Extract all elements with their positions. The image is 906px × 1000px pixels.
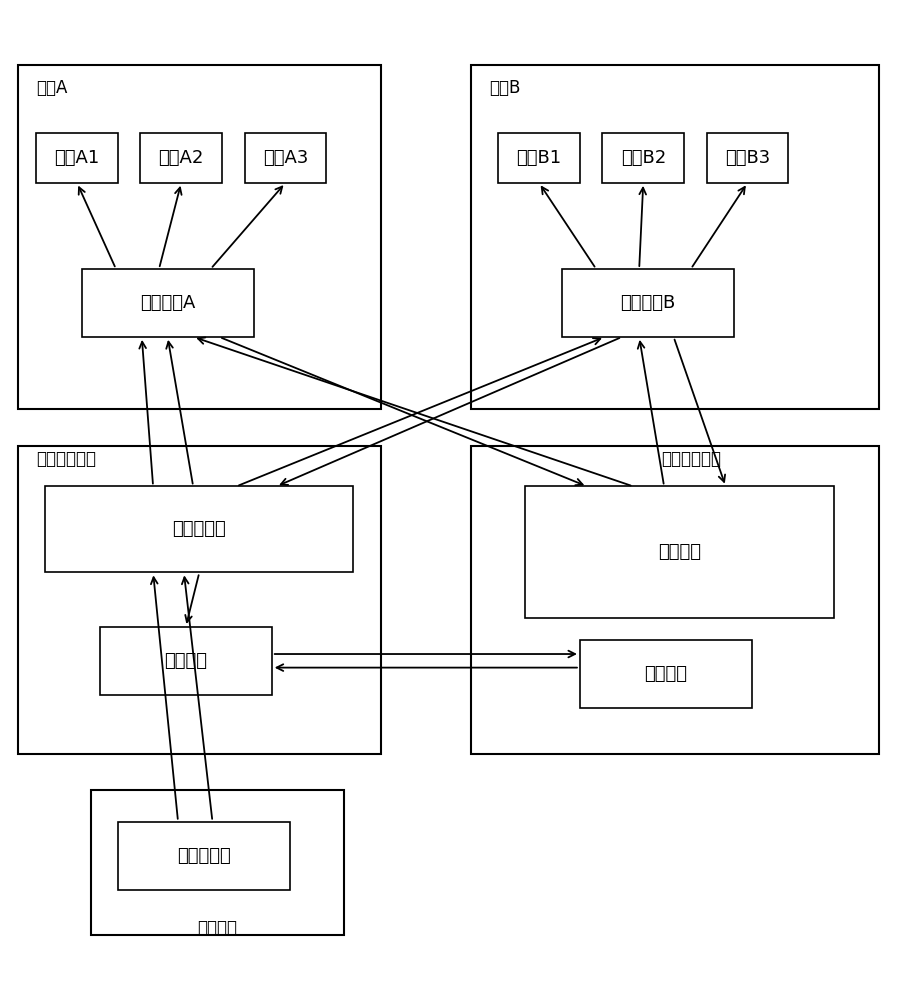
Text: 服务发现容器: 服务发现容器 bbox=[661, 450, 721, 468]
FancyBboxPatch shape bbox=[100, 627, 272, 695]
FancyBboxPatch shape bbox=[602, 133, 684, 183]
FancyBboxPatch shape bbox=[140, 133, 222, 183]
FancyBboxPatch shape bbox=[498, 133, 580, 183]
Text: 进程A3: 进程A3 bbox=[263, 149, 308, 167]
Text: 监控服务容器: 监控服务容器 bbox=[36, 450, 96, 468]
Text: 缓存系统: 缓存系统 bbox=[164, 652, 207, 670]
Text: 管理环境: 管理环境 bbox=[198, 919, 237, 937]
Text: 容器B: 容器B bbox=[489, 79, 521, 97]
Text: 进程A1: 进程A1 bbox=[54, 149, 100, 167]
Text: 进程B2: 进程B2 bbox=[621, 149, 666, 167]
Text: 管理服务器: 管理服务器 bbox=[177, 847, 231, 865]
Text: 监控代理B: 监控代理B bbox=[621, 294, 675, 312]
Text: 监控代理A: 监控代理A bbox=[140, 294, 196, 312]
Text: 进程B1: 进程B1 bbox=[516, 149, 562, 167]
FancyBboxPatch shape bbox=[82, 269, 254, 337]
FancyBboxPatch shape bbox=[245, 133, 326, 183]
FancyBboxPatch shape bbox=[562, 269, 734, 337]
FancyBboxPatch shape bbox=[525, 486, 834, 618]
Text: 监控服务器: 监控服务器 bbox=[172, 520, 226, 538]
Text: 容器A: 容器A bbox=[36, 79, 68, 97]
FancyBboxPatch shape bbox=[45, 486, 353, 572]
FancyBboxPatch shape bbox=[36, 133, 118, 183]
FancyBboxPatch shape bbox=[707, 133, 788, 183]
FancyBboxPatch shape bbox=[118, 822, 290, 890]
Text: 缓存系统: 缓存系统 bbox=[644, 665, 688, 683]
Text: 进程B3: 进程B3 bbox=[725, 149, 770, 167]
Text: 服务发现: 服务发现 bbox=[658, 543, 701, 561]
Text: 进程A2: 进程A2 bbox=[159, 149, 204, 167]
FancyBboxPatch shape bbox=[580, 640, 752, 708]
